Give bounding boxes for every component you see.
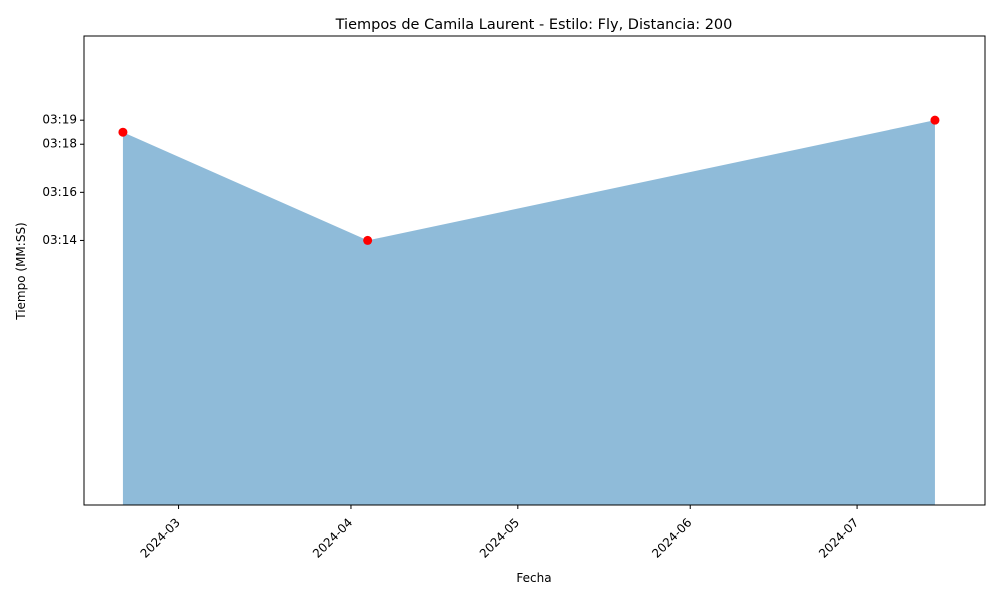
y-tick-label: 03:19 <box>42 113 77 127</box>
y-axis-ticks: 03:14 03:16 03:18 03:19 <box>42 113 84 247</box>
x-axis-label: Fecha <box>516 571 551 585</box>
data-point <box>118 127 128 137</box>
y-tick-label: 03:14 <box>42 233 77 247</box>
x-tick-label: 2024-03 <box>138 515 183 560</box>
x-tick-label: 2024-04 <box>310 515 355 560</box>
chart-title: Tiempos de Camila Laurent - Estilo: Fly,… <box>335 17 733 33</box>
x-tick-label: 2024-06 <box>649 515 694 560</box>
y-tick-label: 03:18 <box>42 137 77 151</box>
plot-frame <box>83 35 986 506</box>
y-axis-label: Tiempo (MM:SS) <box>14 222 28 321</box>
area-series <box>122 120 935 505</box>
data-point <box>930 115 940 125</box>
plot-area <box>118 115 940 505</box>
x-tick-label: 2024-05 <box>477 515 522 560</box>
y-tick-label: 03:16 <box>42 185 77 199</box>
x-tick-label: 2024-07 <box>816 515 861 560</box>
x-axis-ticks: 2024-03 2024-04 2024-05 2024-06 2024-07 <box>138 505 861 561</box>
data-point <box>363 235 373 245</box>
